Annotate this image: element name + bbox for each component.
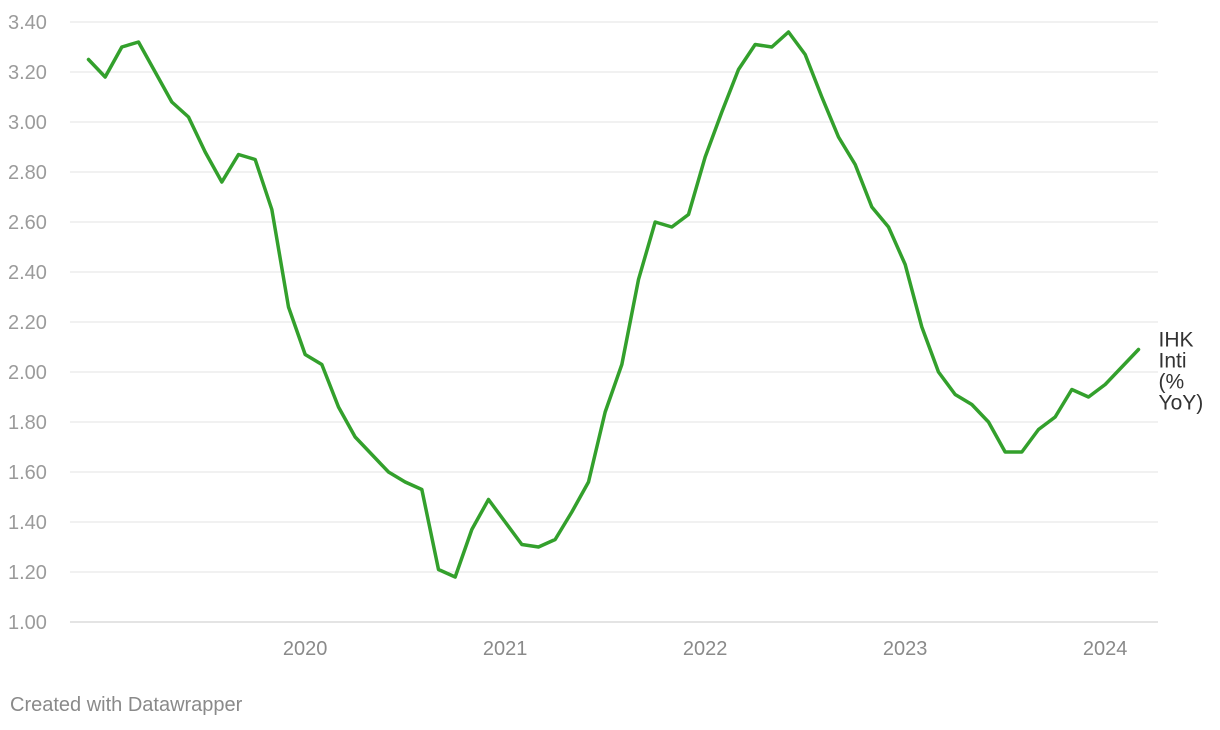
x-tick-label: 2024	[1083, 638, 1128, 660]
y-tick-label: 2.60	[8, 212, 47, 234]
y-tick-label: 3.20	[8, 62, 47, 84]
series-label-line: (%	[1159, 371, 1185, 394]
series-line	[86, 30, 1141, 579]
series-layer	[86, 30, 1141, 579]
x-axis-ticks: 2020 2021 2022 2023 2024	[283, 638, 1128, 660]
y-tick-label: 2.00	[8, 362, 47, 384]
x-tick-label: 2021	[483, 638, 528, 660]
x-tick-label: 2022	[683, 638, 728, 660]
gridlines	[70, 21, 1158, 623]
x-tick-label: 2020	[283, 638, 328, 660]
line-chart: 1.00 1.20 1.40 1.60 1.80 2.00 2.20 2.40 2.60 2.80…	[8, 12, 1204, 660]
series-label-line: IHK	[1159, 329, 1194, 352]
y-tick-label: 3.40	[8, 12, 47, 34]
datawrapper-credit: Created with Datawrapper	[10, 694, 243, 716]
y-tick-label: 2.20	[8, 312, 47, 334]
y-tick-label: 1.80	[8, 412, 47, 434]
y-axis-ticks: 1.00 1.20 1.40 1.60 1.80 2.00 2.20 2.40 2.60 2.80…	[8, 12, 47, 634]
x-tick-label: 2023	[883, 638, 928, 660]
y-tick-label: 1.20	[8, 562, 47, 584]
y-tick-label: 2.40	[8, 262, 47, 284]
y-tick-label: 1.00	[8, 612, 47, 634]
series-label-line: Inti	[1159, 350, 1187, 373]
series-label-line: YoY)	[1159, 392, 1204, 415]
y-tick-label: 1.60	[8, 462, 47, 484]
y-tick-label: 2.80	[8, 162, 47, 184]
y-tick-label: 1.40	[8, 512, 47, 534]
y-tick-label: 3.00	[8, 112, 47, 134]
